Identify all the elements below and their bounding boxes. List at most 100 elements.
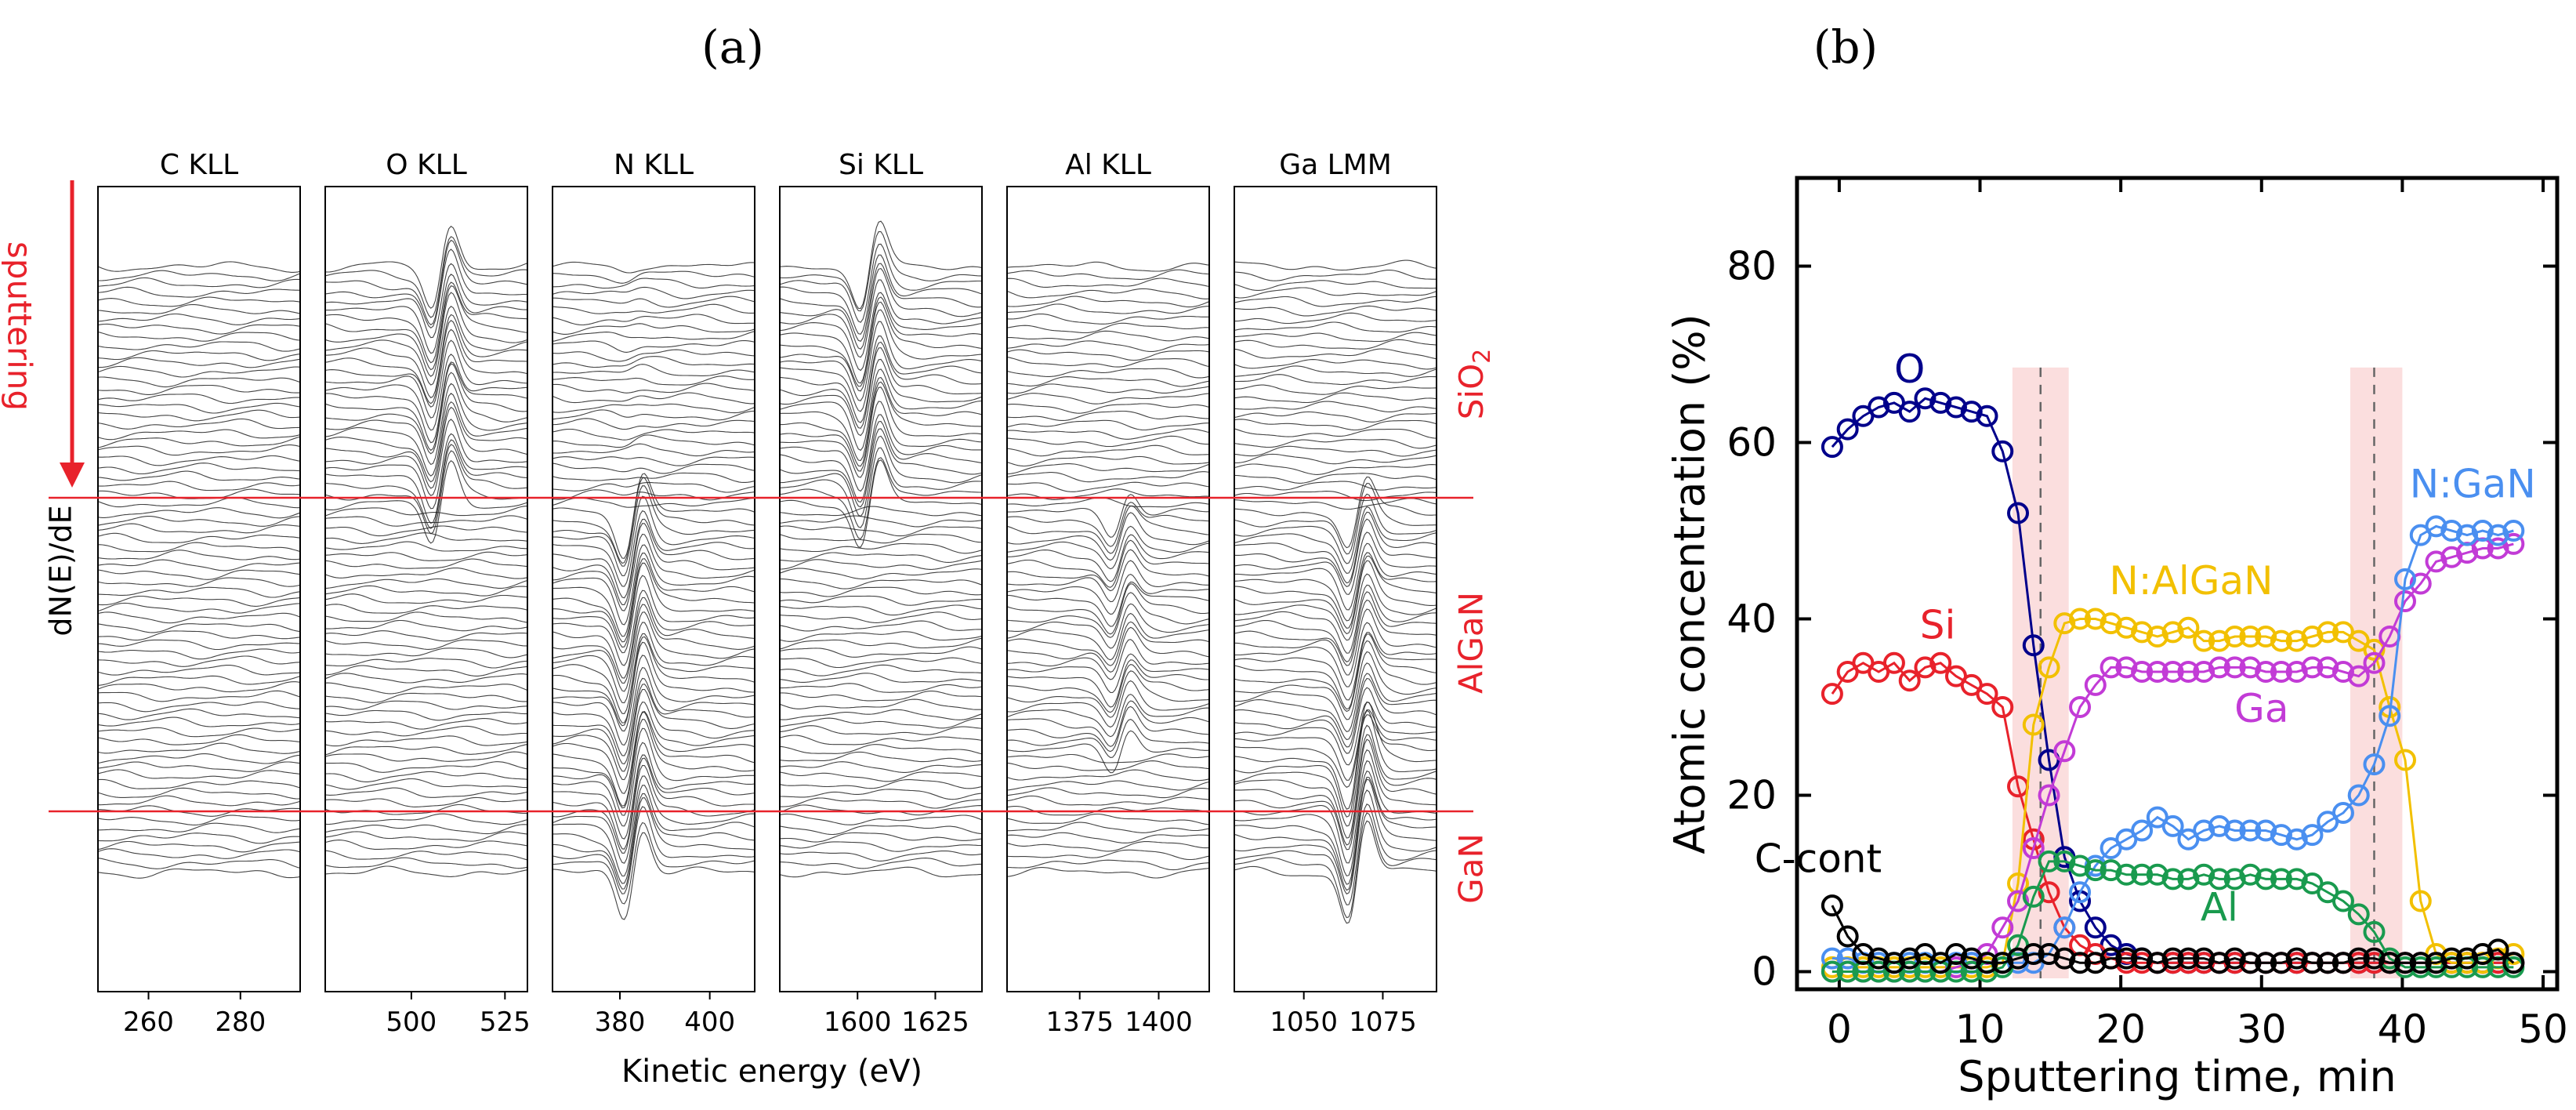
data-point	[2007, 890, 2030, 912]
spectrum-line	[552, 456, 755, 466]
spectrum-line	[779, 552, 983, 563]
spectrum-line	[1006, 670, 1210, 718]
spectrum-line	[324, 236, 528, 318]
spectra-panel-frame	[1006, 186, 1210, 992]
data-point	[2193, 863, 2216, 886]
data-point	[1914, 387, 1937, 410]
spectrum-line	[97, 716, 301, 727]
spectrum-line	[324, 593, 528, 604]
spectrum-line	[552, 418, 755, 430]
data-point	[2502, 952, 2525, 974]
data-point	[2177, 661, 2200, 683]
spectrum-line	[552, 832, 755, 920]
spectrum-line	[1006, 357, 1210, 368]
spectrum-line	[552, 472, 755, 483]
spectrum-line	[552, 544, 755, 626]
spectrum-line	[1234, 701, 1437, 810]
spectrum-line	[779, 595, 983, 606]
spectrum-line	[552, 314, 755, 326]
spectrum-line	[1234, 428, 1437, 439]
spectrum-line	[552, 677, 755, 756]
spectrum-line	[1234, 384, 1437, 395]
spectrum-line	[324, 419, 528, 496]
data-point	[2223, 868, 2246, 891]
data-point	[2053, 947, 2076, 970]
spectrum-line	[97, 630, 301, 641]
data-point	[2022, 634, 2045, 657]
spectrum-line	[97, 323, 301, 335]
spectrum-line	[1006, 410, 1209, 421]
data-point	[2193, 629, 2216, 652]
data-point	[2270, 868, 2292, 891]
spectrum-line	[1006, 787, 1210, 799]
spectrum-line	[779, 825, 983, 836]
spectrum-line	[779, 751, 983, 763]
profile-x-tick-label: 20	[2096, 1007, 2146, 1052]
spectrum-line	[1234, 734, 1437, 839]
spectrum-line	[779, 376, 983, 462]
data-point	[2022, 943, 2045, 965]
data-point	[2456, 947, 2479, 970]
spectrum-line	[1234, 419, 1437, 431]
spectrum-line	[552, 589, 755, 666]
panel-b-label: (b)	[1813, 20, 1878, 74]
spectrum-line	[779, 850, 983, 862]
spectrum-line	[779, 267, 983, 350]
spectrum-line	[1234, 339, 1437, 350]
spectrum-line	[1006, 296, 1210, 308]
spectrum-line	[1006, 368, 1210, 379]
spectra-panel-title: C KLL	[160, 149, 238, 181]
spectra-panel-frame	[97, 186, 301, 992]
spectrum-line	[1006, 694, 1210, 738]
spectrum-line	[324, 585, 528, 597]
spectrum-line	[324, 459, 528, 544]
spectra-x-tick-label: 280	[215, 1007, 266, 1038]
spectrum-line	[97, 496, 301, 509]
series-label-ga: Ga	[2234, 686, 2288, 731]
spectrum-line	[1006, 639, 1210, 680]
spectrum-line	[324, 673, 528, 684]
layer-label-sio2-text: SiO	[1452, 364, 1491, 419]
spectrum-line	[779, 358, 983, 437]
spectrum-line	[324, 771, 528, 782]
data-point	[2223, 819, 2246, 842]
spectrum-line	[552, 485, 755, 567]
data-point	[1898, 947, 1921, 970]
spectrum-line	[779, 459, 983, 548]
data-point	[2146, 626, 2168, 648]
data-point	[2363, 920, 2386, 943]
spectrum-line	[97, 840, 301, 853]
spectrum-line	[1234, 531, 1437, 595]
spectrum-line	[1234, 599, 1437, 666]
spectra-x-tick-label: 1375	[1045, 1007, 1114, 1038]
spectrum-line	[324, 796, 528, 807]
depth-profile-panel: 0 10 20 30 40 50 0 20 40 60 80 O Si N:AlGaN Ga N:GaN Al…	[1665, 176, 2568, 1101]
spectrum-line	[1234, 332, 1437, 343]
data-point	[2255, 819, 2277, 842]
spectra-panel-frame	[552, 186, 755, 992]
spectrum-line	[324, 401, 528, 483]
spectrum-line	[324, 393, 528, 477]
data-point	[2270, 661, 2292, 683]
spectrum-line	[324, 354, 528, 431]
spectrum-line	[1006, 583, 1210, 635]
spectrum-line	[779, 230, 982, 312]
spectrum-line	[552, 356, 755, 368]
spectrum-line	[1006, 525, 1210, 570]
spectrum-line	[1006, 841, 1210, 852]
data-point	[2177, 947, 2200, 970]
spectrum-line	[552, 764, 755, 854]
spectrum-line	[97, 507, 301, 519]
spectrum-line	[1234, 812, 1437, 919]
spectrum-line	[1234, 365, 1437, 377]
spectrum-line	[324, 840, 528, 850]
data-point	[2069, 952, 2092, 974]
spectrum-line	[1006, 805, 1210, 816]
spectrum-line	[1006, 269, 1210, 280]
spectrum-line	[1006, 288, 1210, 299]
spectra-panel-c-kll: C KLL 260 280	[97, 149, 301, 1038]
spectra-panel-frame	[1234, 186, 1437, 992]
data-point	[2131, 661, 2154, 683]
spectrum-line	[1234, 778, 1437, 891]
spectrum-line	[779, 386, 983, 472]
